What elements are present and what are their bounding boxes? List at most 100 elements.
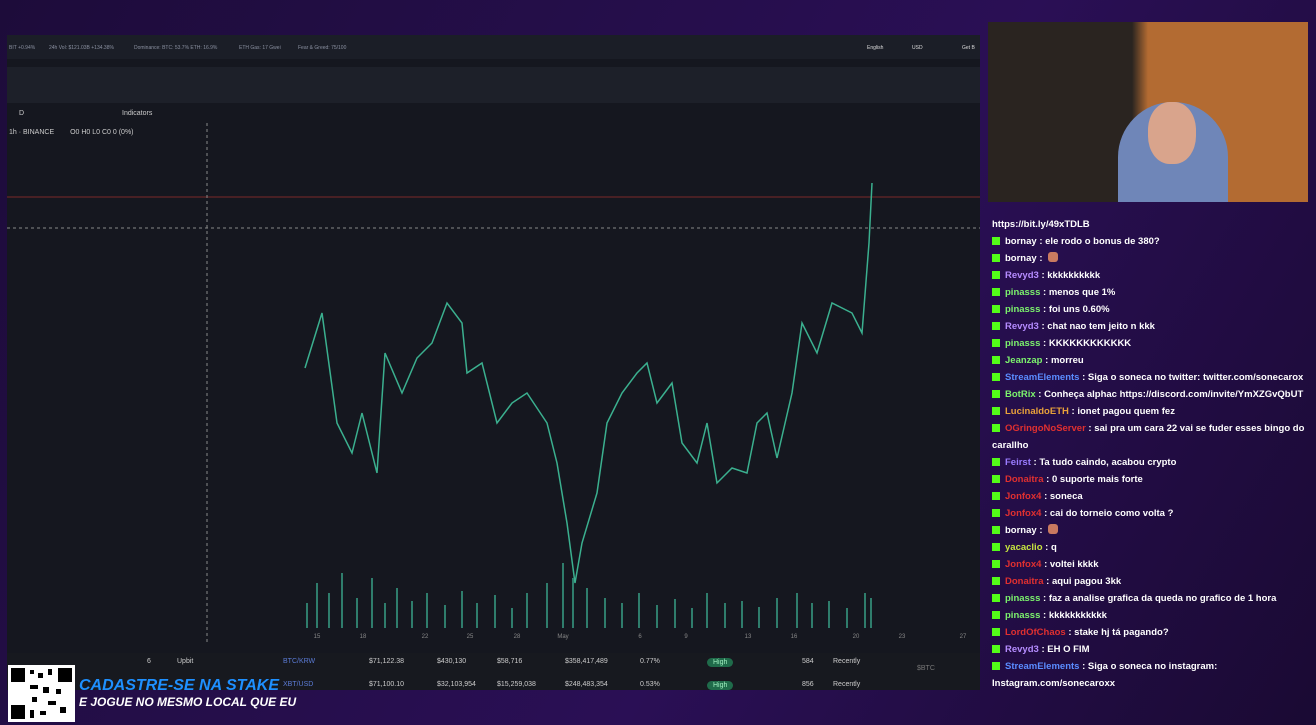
chat-message: yacaclio : q [992, 539, 1312, 556]
stat: ETH Gas: 17 Gwei [239, 45, 281, 51]
table-cell: $430,130 [437, 658, 467, 665]
chat-message: LucinaldoETH : ionet pagou quem fez [992, 403, 1312, 420]
chat-user[interactable]: Jonfox4 [1005, 508, 1042, 519]
webcam [988, 22, 1308, 202]
chat-text: EH O FIM [1047, 644, 1090, 655]
table-cell: $248,483,354 [565, 681, 608, 688]
chat-message: pinasss : KKKKKKKKKKKK [992, 335, 1312, 352]
chat-text: foi uns 0.60% [1048, 304, 1110, 315]
chat-text: menos que 1% [1048, 287, 1116, 298]
table-cell: $15,259,038 [497, 681, 536, 688]
chat-user[interactable]: LucinaldoETH [1005, 406, 1069, 417]
chat-text: voltei kkkk [1049, 559, 1099, 570]
chat-user[interactable]: pinasss [1005, 593, 1041, 604]
banner: CADASTRE-SE NA STAKE E JOGUE NO MESMO LO… [79, 677, 296, 709]
chat-message: Jonfox4 : soneca [992, 488, 1312, 505]
chat-user[interactable]: bornay [1005, 253, 1037, 264]
qr-code [8, 665, 75, 722]
banner-line1: CADASTRE-SE NA STAKE [79, 677, 280, 694]
badge [992, 339, 1000, 347]
badge [992, 645, 1000, 653]
table-cell: 0.53% [640, 681, 660, 688]
table-cell: 856 [802, 681, 814, 688]
chat-text: soneca [1049, 491, 1083, 502]
chat-user[interactable]: Revyd3 [1005, 644, 1039, 655]
badge [992, 475, 1000, 483]
chat-text: cai do torneio como volta ? [1049, 508, 1174, 519]
chat-user[interactable]: bornay [1005, 525, 1037, 536]
chart-header: 1h · BINANCE O0 H0 L0 C0 0 (0%) [9, 129, 134, 136]
chat-message: Feirst : Ta tudo caindo, acabou crypto [992, 454, 1312, 471]
chat-text: Conheça alphac https://discord.com/invit… [1044, 389, 1304, 400]
chat-text: morreu [1050, 355, 1084, 366]
badge [992, 271, 1000, 279]
chat-user[interactable]: Feirst [1005, 457, 1031, 468]
chat-user[interactable]: StreamElements [1005, 661, 1080, 672]
chat-user[interactable]: Revyd3 [1005, 270, 1039, 281]
chat-user[interactable]: Donaitra [1005, 474, 1044, 485]
x-axis-label: 6 [638, 634, 642, 640]
chat-user[interactable]: pinasss [1005, 287, 1041, 298]
badge [992, 356, 1000, 364]
badge [992, 611, 1000, 619]
chat-text: kkkkkkkkkkk [1048, 610, 1107, 621]
chat-user[interactable]: BotRix [1005, 389, 1036, 400]
chat-user[interactable]: LordOfChaos [1005, 627, 1066, 638]
chat-user[interactable]: Donaitra [1005, 576, 1044, 587]
chat-user[interactable]: pinasss [1005, 610, 1041, 621]
x-axis-label: 25 [467, 634, 474, 640]
chat: https://bit.ly/49xTDLB bornay : ele rodo… [992, 216, 1312, 692]
stat: BIT +0.94% [9, 45, 36, 51]
chat-user[interactable]: StreamElements [1005, 372, 1080, 383]
emote [1048, 252, 1059, 262]
chat-message: Donaitra : aqui pagou 3kk [992, 573, 1312, 590]
table-cell: 0.77% [640, 658, 660, 665]
currency[interactable]: USD [912, 45, 923, 51]
x-axis-label: 15 [314, 634, 321, 640]
table-cell: High [707, 681, 734, 690]
chat-user[interactable]: pinasss [1005, 338, 1041, 349]
badge [992, 594, 1000, 602]
exchange-table: $BTC 6 Upbit BTC/KRW $71,122.38 $430,130 $58,… [7, 653, 980, 690]
language[interactable]: English [867, 45, 884, 51]
chat-message: Jeanzap : morreu [992, 352, 1312, 369]
chat-message: Donaitra : 0 suporte mais forte [992, 471, 1312, 488]
chat-user[interactable]: OGringoNoServer [1005, 423, 1086, 434]
symbol: 1h · BINANCE [9, 129, 55, 136]
top-bar: BIT +0.94% 24h Vol: $121.03B +134.38% Do… [7, 35, 980, 59]
chat-user[interactable]: Jonfox4 [1005, 491, 1042, 502]
indicators-button[interactable]: Indicators [122, 110, 153, 117]
chat-user[interactable]: Revyd3 [1005, 321, 1039, 332]
chat-user[interactable]: pinasss [1005, 304, 1041, 315]
badge [992, 662, 1000, 670]
badge [992, 407, 1000, 415]
chat-text: Siga o soneca no instagram: Instagram.co… [992, 661, 1218, 689]
badge [992, 492, 1000, 500]
chat-text: faz a analise grafica da queda no grafic… [1048, 593, 1277, 604]
ticker-badge: $BTC [917, 665, 935, 672]
chat-user[interactable]: bornay [1005, 236, 1037, 247]
table-cell: $32,103,954 [437, 681, 476, 688]
face [1148, 102, 1196, 164]
chat-link[interactable]: https://bit.ly/49xTDLB [992, 219, 1090, 230]
interval[interactable]: D [19, 110, 25, 117]
x-axis-label: May [557, 634, 568, 640]
chat-message: Revyd3 : EH O FIM [992, 641, 1312, 658]
chat-message: Jonfox4 : voltei kkkk [992, 556, 1312, 573]
chat-user[interactable]: Jonfox4 [1005, 559, 1042, 570]
badge [992, 509, 1000, 517]
x-axis-label: 23 [899, 634, 906, 640]
volume-trace [306, 563, 872, 628]
get-button[interactable]: Get B [962, 45, 975, 51]
table-cell: Upbit [177, 658, 194, 665]
chat-message: pinasss : foi uns 0.60% [992, 301, 1312, 318]
chat-message: StreamElements : Siga o soneca no instag… [992, 661, 1218, 689]
chat-user[interactable]: yacaclio [1005, 542, 1043, 553]
badge [992, 254, 1000, 262]
badge [992, 628, 1000, 636]
badge [992, 390, 1000, 398]
table-cell: $71,122.38 [369, 658, 405, 665]
chat-user[interactable]: Jeanzap [1005, 355, 1043, 366]
badge [992, 543, 1000, 551]
